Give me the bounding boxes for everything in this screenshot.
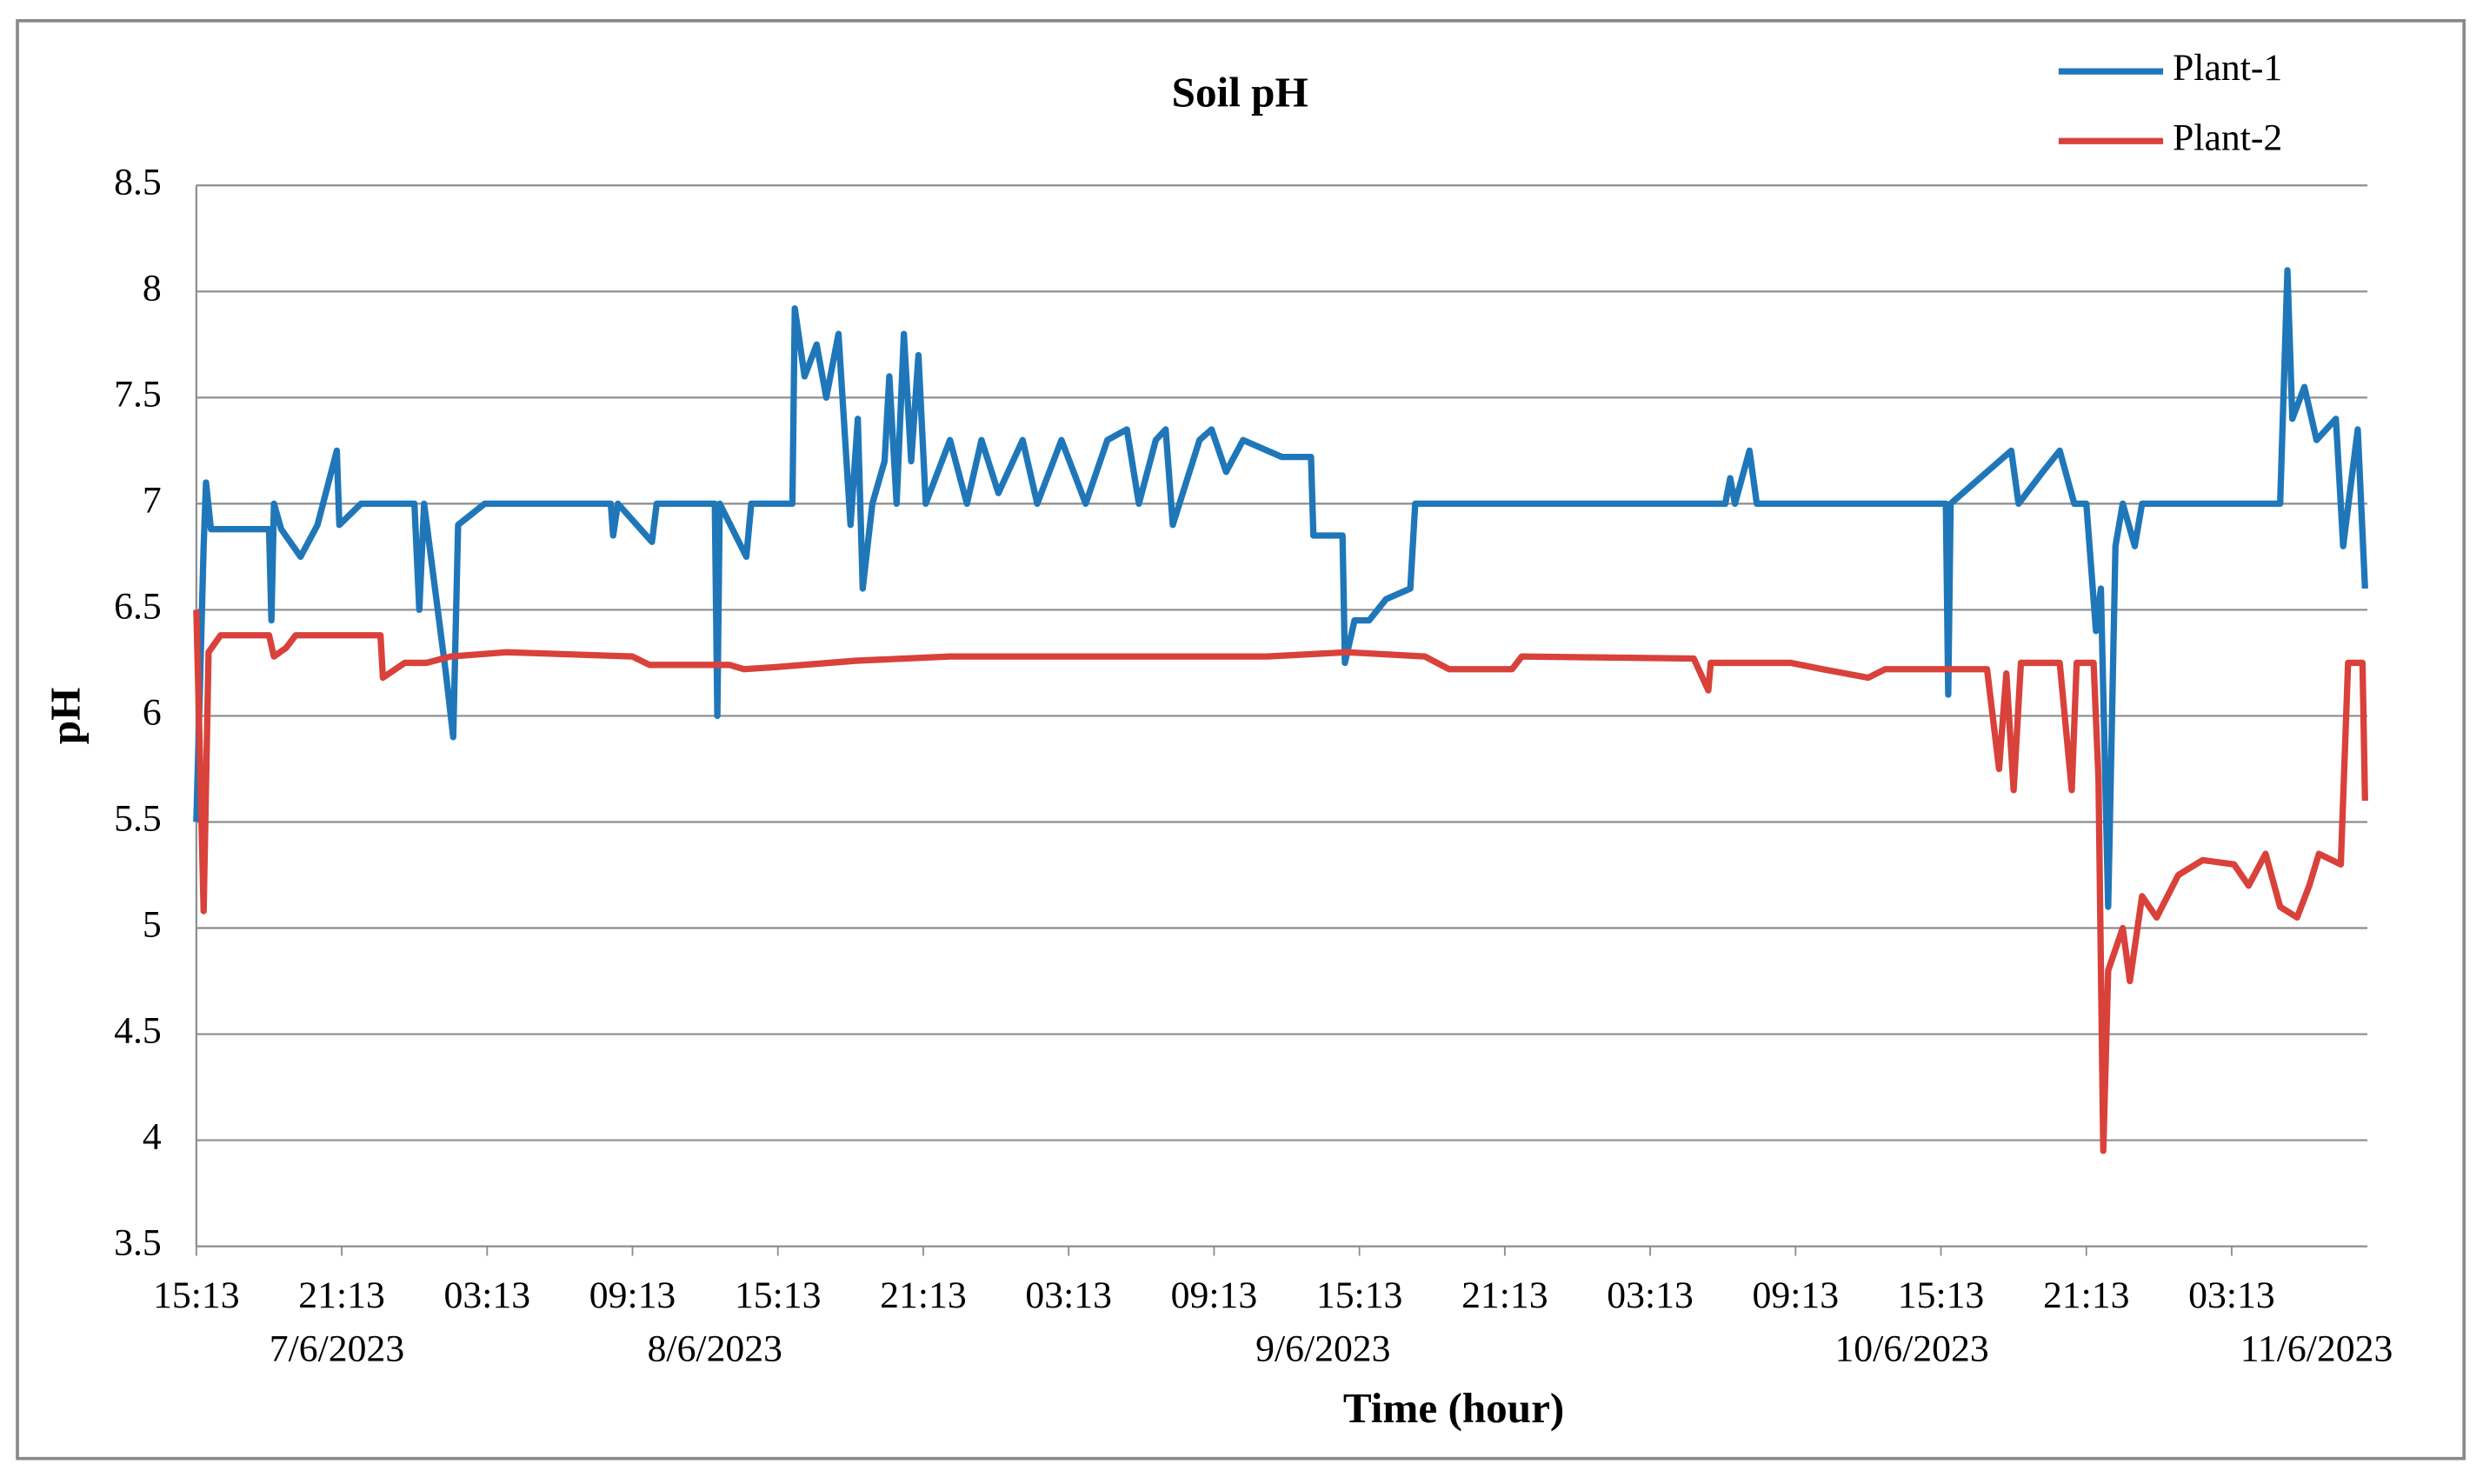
y-tick-label: 3.5 <box>114 1222 162 1264</box>
chart-frame <box>16 19 2466 1461</box>
chart-title: Soil pH <box>1172 69 1308 116</box>
date-label: 10/6/2023 <box>1834 1328 1988 1370</box>
x-tick-label: 03:13 <box>444 1274 531 1316</box>
x-tick-label: 21:13 <box>1461 1274 1548 1316</box>
x-tick-label: 15:13 <box>153 1274 240 1316</box>
y-tick-label: 7 <box>143 479 162 521</box>
y-tick-label: 6.5 <box>114 585 162 627</box>
x-tick-label: 15:13 <box>735 1274 822 1316</box>
y-tick-label: 8.5 <box>114 161 162 203</box>
data-line <box>193 609 2368 1155</box>
y-tick-label: 4.5 <box>114 1010 162 1052</box>
legend-label: Plant-2 <box>2173 116 2282 158</box>
x-tick-label: 09:13 <box>1171 1274 1258 1316</box>
date-label: 9/6/2023 <box>1255 1328 1390 1370</box>
x-tick-label: 03:13 <box>1607 1274 1694 1316</box>
x-tick-label: 09:13 <box>1753 1274 1840 1316</box>
y-tick-label: 4 <box>143 1116 162 1158</box>
y-tick-label: 6 <box>143 691 162 733</box>
x-tick-label: 03:13 <box>1025 1274 1112 1316</box>
y-axis-title: pH <box>41 688 89 745</box>
y-tick-label: 5.5 <box>114 798 162 840</box>
x-tick-label: 21:13 <box>880 1274 967 1316</box>
x-axis-title: Time (hour) <box>1343 1384 1564 1432</box>
x-tick-label: 09:13 <box>589 1274 676 1316</box>
y-tick-label: 5 <box>143 904 162 946</box>
y-tick-label: 7.5 <box>114 373 162 415</box>
x-tick-label: 03:13 <box>2188 1274 2275 1316</box>
x-tick-label: 21:13 <box>298 1274 385 1316</box>
date-label: 8/6/2023 <box>648 1328 782 1370</box>
y-tick-label: 8 <box>143 267 162 309</box>
data-line <box>193 267 2368 910</box>
x-tick-label: 15:13 <box>1898 1274 1985 1316</box>
x-tick-label: 15:13 <box>1316 1274 1403 1316</box>
legend-label: Plant-1 <box>2173 47 2282 89</box>
date-label: 11/6/2023 <box>2240 1328 2393 1370</box>
x-tick-label: 21:13 <box>2043 1274 2130 1316</box>
date-label: 7/6/2023 <box>270 1328 404 1370</box>
